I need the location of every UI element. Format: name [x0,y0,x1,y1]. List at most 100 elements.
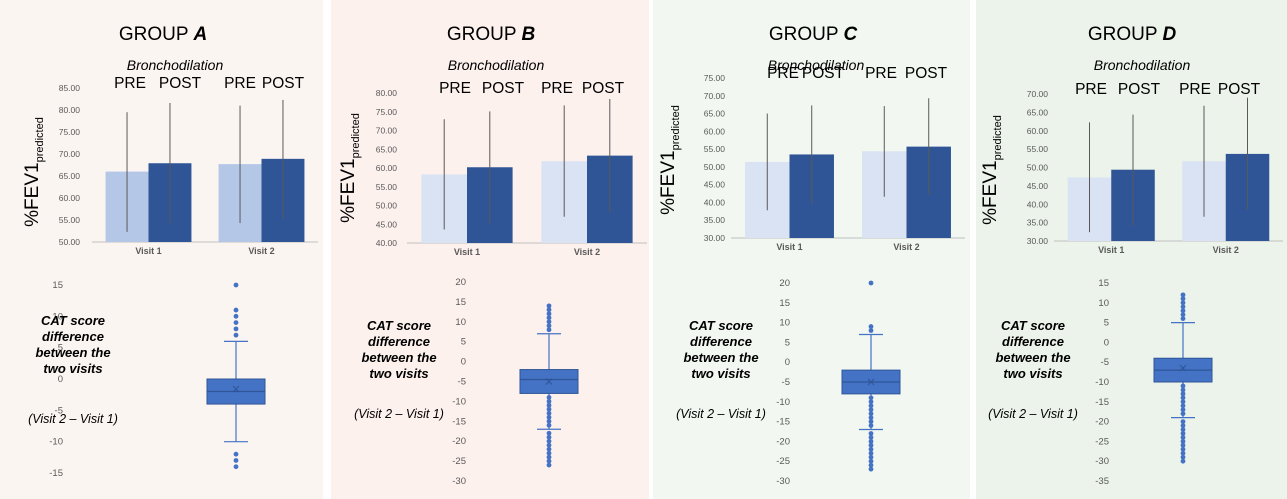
outlier-point [546,450,552,456]
outlier-point [868,419,874,424]
box-y-tick-label: 5 [461,337,466,348]
bar-y-tick-label: 40.00 [704,197,726,207]
bar-y-tick-label: 70.00 [1027,89,1049,99]
y-axis-label: %FEV1predicted [338,113,362,223]
box-y-tick-label: 15 [779,298,790,309]
box-y-tick-label: -10 [1095,377,1109,388]
outlier-point [233,282,239,288]
bar-y-tick-label: 70.00 [59,149,81,159]
box-y-tick-label: -5 [458,377,466,388]
bar-y-tick-label: 65.00 [704,109,726,119]
outlier-point [233,307,239,313]
group-title: GROUP A [119,24,207,45]
bar-x-tick-label: Visit 1 [1098,245,1124,255]
outlier-point [868,324,874,329]
box-y-tick-label: 15 [1098,278,1109,289]
outlier-point [1180,407,1186,413]
group-title-prefix: GROUP [119,24,194,45]
box-y-tick-label: -20 [452,436,466,447]
bar-y-tick-label: 45.00 [1027,181,1049,191]
box-label-line: two visits [43,361,102,376]
box-sublabel: (Visit 2 – Visit 1) [988,407,1078,421]
outlier-point [868,423,874,428]
bronchodilation-subtitle: Bronchodilation [448,57,545,73]
y-axis-label-main: %FEV1 [658,150,679,214]
bar-y-tick-label: 65.00 [376,144,398,154]
outlier-point [546,303,552,309]
bronchodilation-subtitle: Bronchodilation [127,57,224,73]
box-y-tick-label: -10 [452,396,466,407]
box-y-tick-label: -30 [452,476,466,487]
outlier-point [233,332,239,338]
outlier-point [1180,308,1186,314]
outlier-point [546,438,552,444]
box-y-tick-label: -5 [782,377,790,388]
box-sublabel: (Visit 2 – Visit 1) [676,407,766,421]
outlier-point [868,462,874,468]
bar-y-tick-label: 30.00 [1027,236,1049,246]
box-label-line: between the [35,345,110,360]
outlier-point [868,450,874,456]
box-sublabel: (Visit 2 – Visit 1) [354,407,444,421]
panel-group-d: GROUP D Bronchodilation PRE POST PRE POST %FEV… [976,0,1287,499]
y-axis-label-main: %FEV1 [338,158,359,222]
box-label-line: between the [683,350,758,365]
outlier-point [868,411,874,417]
box-y-tick-label: -25 [776,456,790,467]
box-label-line: CAT score [41,313,105,328]
bar-y-tick-label: 75.00 [59,127,81,137]
outlier-point [546,315,552,321]
outlier-point [546,311,552,317]
pre-header-visit1: PRE [114,75,146,92]
outlier-point [868,407,874,413]
bar-x-tick-label: Visit 2 [1213,245,1239,255]
outlier-point [868,399,874,405]
box-y-tick-label: -15 [49,468,63,479]
box-y-tick-label: 10 [455,317,466,328]
outlier-point [868,280,874,286]
panel-group-a: GROUP A Bronchodilation PRE POST PRE POST %FEV… [0,0,323,499]
box-y-tick-label: -25 [452,456,466,467]
outlier-point [868,415,874,421]
bar-y-tick-label: 70.00 [376,126,398,136]
outlier-point [546,307,552,313]
outlier-point [868,446,874,452]
outlier-point [868,458,874,464]
outlier-point [1180,316,1186,322]
box-y-tick-label: -5 [55,405,63,416]
bar-y-tick-label: 60.00 [1027,126,1049,136]
bar-y-tick-label: 55.00 [59,215,81,225]
pre-header-visit1: PRE [439,80,471,97]
outlier-point [1180,435,1186,440]
outlier-point [546,422,552,428]
group-title-prefix: GROUP [447,24,522,45]
box-y-tick-label: 0 [1104,337,1109,348]
box-y-tick-label: -20 [1095,417,1109,428]
bar-y-tick-label: 85.00 [59,83,81,93]
pre-header-visit2: PRE [865,65,897,82]
bar-y-tick-label: 60.00 [376,163,398,173]
group-title-prefix: GROUP [769,24,844,45]
outlier-point [1180,423,1186,428]
y-axis-label: %FEV1predicted [658,105,682,215]
box-y-tick-label: 0 [58,374,63,385]
box-label-line: CAT score [1001,318,1065,333]
box-y-tick-label: 0 [785,357,790,368]
outlier-point [1180,300,1186,306]
bar-y-tick-label: 80.00 [59,105,81,115]
outlier-point [868,439,874,444]
bar-y-tick-label: 35.00 [1027,218,1049,228]
box-label-line: CAT score [689,318,753,333]
group-title-letter: D [1162,24,1176,45]
box-label-line: between the [361,350,436,365]
box-y-tick-label: -25 [1095,436,1109,447]
bar-y-tick-label: 50.00 [376,201,398,211]
outlier-point [1180,450,1186,456]
box-y-tick-label: -30 [1095,456,1109,467]
outlier-point [1180,304,1186,310]
outlier-point [1180,403,1186,409]
outlier-point [1180,446,1186,452]
outlier-point [1180,395,1186,401]
box-y-tick-label: -5 [1101,357,1109,368]
